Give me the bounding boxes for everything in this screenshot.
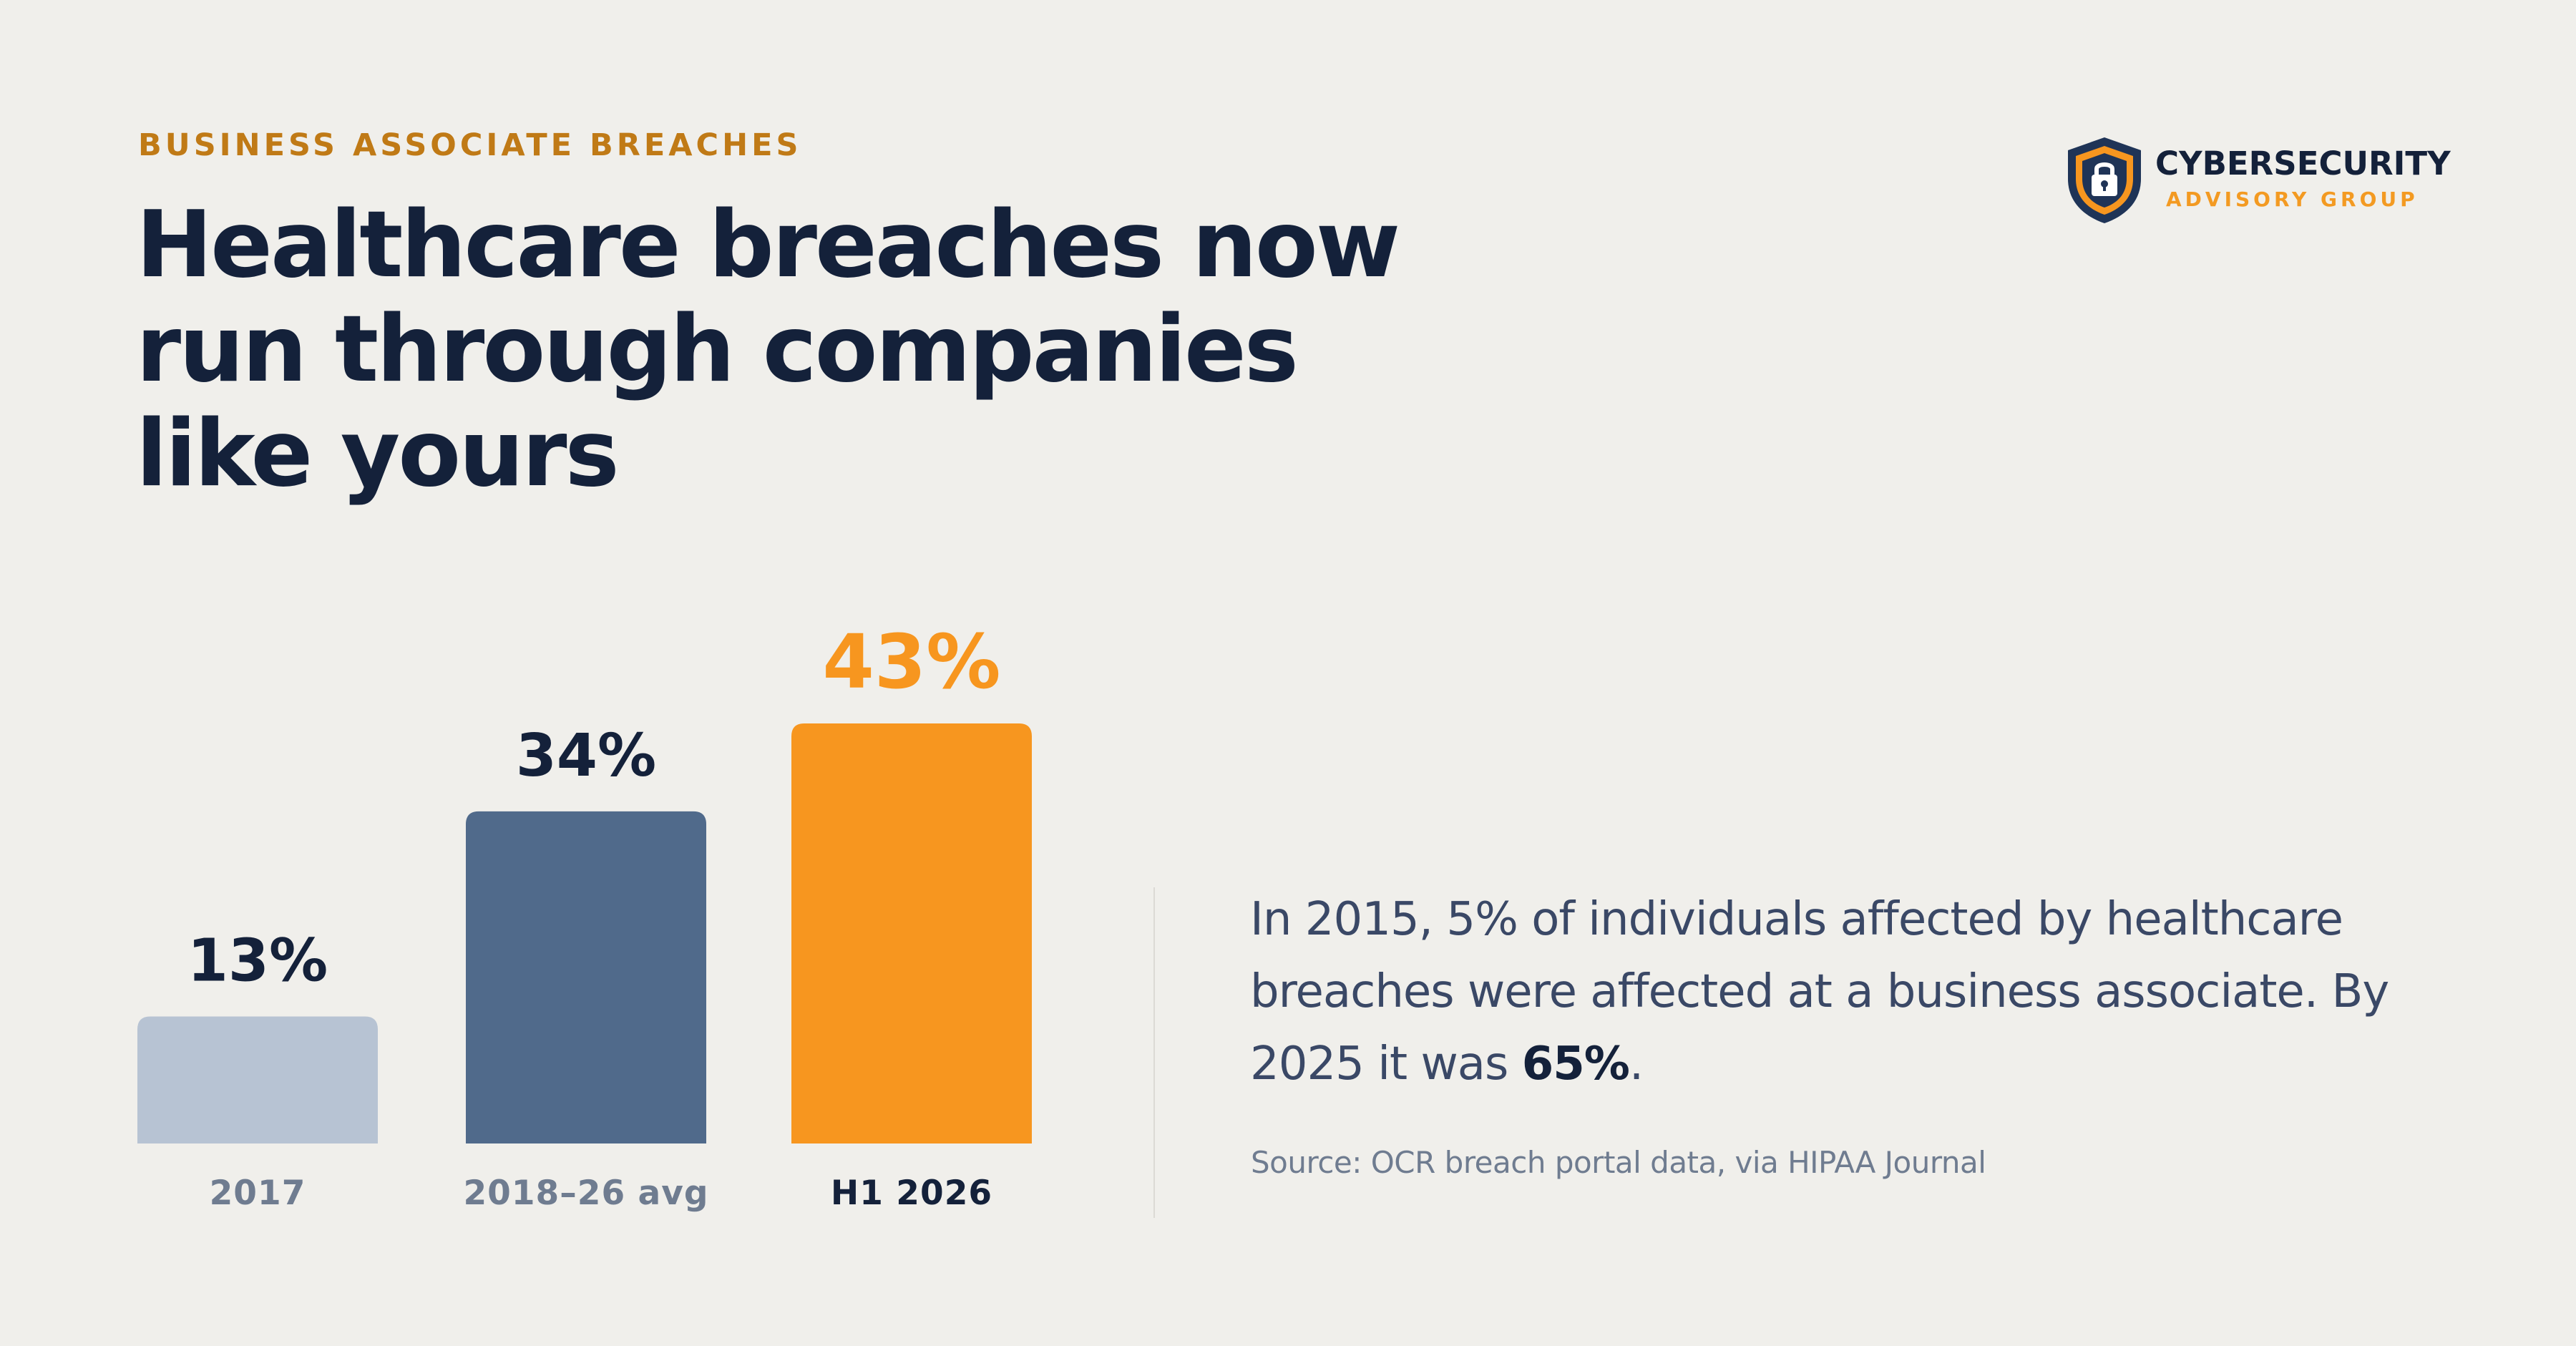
value-label-0: 13% bbox=[187, 927, 328, 995]
logo-name: CYBERSECURITY bbox=[2155, 145, 2451, 182]
bar-1 bbox=[466, 811, 706, 1143]
bar-0 bbox=[137, 1016, 378, 1143]
divider-line bbox=[1153, 887, 1155, 1218]
title-line-2: run through companies bbox=[136, 296, 1299, 403]
title-line-1: Healthcare breaches now bbox=[136, 192, 1400, 298]
bar-2 bbox=[791, 723, 1032, 1143]
page-title: Healthcare breaches now run through comp… bbox=[136, 193, 1496, 507]
title-line-3: like yours bbox=[136, 401, 620, 507]
eyebrow-label: BUSINESS ASSOCIATE BREACHES bbox=[138, 127, 802, 163]
source-note: Source: OCR breach portal data, via HIPA… bbox=[1251, 1145, 1986, 1180]
category-label-2: H1 2026 bbox=[831, 1174, 992, 1213]
logo-subtitle: ADVISORY GROUP bbox=[2166, 187, 2419, 211]
company-logo: CYBERSECURITY ADVISORY GROUP bbox=[2062, 135, 2451, 228]
value-label-1: 34% bbox=[516, 722, 656, 790]
category-label-1: 2018–26 avg bbox=[463, 1174, 708, 1213]
category-label-0: 2017 bbox=[210, 1174, 306, 1213]
value-label-2: 43% bbox=[823, 618, 1001, 706]
body-text: In 2015, 5% of individuals affected by h… bbox=[1250, 893, 2389, 1091]
lock-shield-icon bbox=[2068, 137, 2141, 223]
body-text-end: . bbox=[1629, 1038, 1644, 1091]
body-highlight: 65% bbox=[1521, 1038, 1630, 1091]
body-paragraph: In 2015, 5% of individuals affected by h… bbox=[1250, 884, 2509, 1101]
